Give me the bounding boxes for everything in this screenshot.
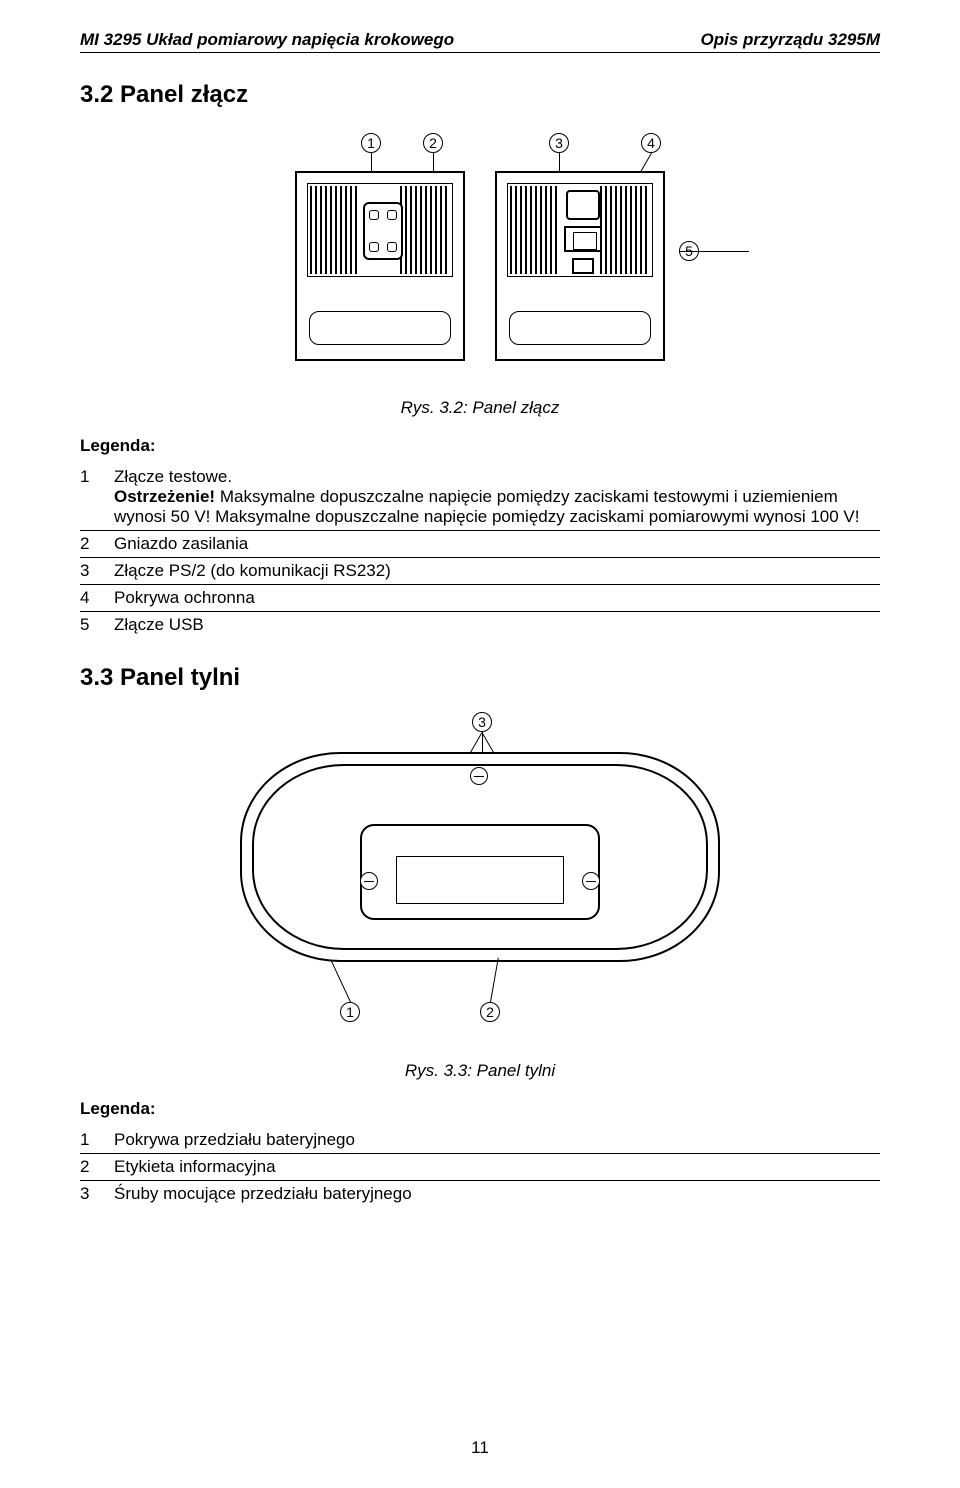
figure-3-3: 3 1 2: [80, 712, 880, 1047]
callout-3: 3: [472, 712, 492, 732]
lead-line: [331, 961, 351, 1002]
table-row: 1 Pokrywa przedziału bateryjnego: [80, 1127, 880, 1154]
pin-icon: [387, 242, 397, 252]
table-row: 3 Śruby mocujące przedziału bateryjnego: [80, 1181, 880, 1208]
legend-line: Maksymalne dopuszczalne napięcie pomiędz…: [114, 487, 860, 526]
figure-caption-3-2: Rys. 3.2: Panel złącz: [80, 398, 880, 418]
legend-text: Śruby mocujące przedziału bateryjnego: [114, 1181, 880, 1208]
heatsink-icon: [310, 186, 360, 274]
legend-warning: Ostrzeżenie!: [114, 487, 215, 506]
section-heading-3-3: 3.3 Panel tylni: [80, 664, 880, 692]
ps2-port-icon: [566, 190, 600, 220]
header-right: Opis przyrządu 3295M: [700, 30, 880, 50]
legend-num: 3: [80, 558, 114, 585]
connector-panel-diagram: 1 2 3 4 5: [265, 129, 695, 379]
table-row: 5 Złącze USB: [80, 612, 880, 639]
screw-icon: [360, 872, 378, 890]
callout-3: 3: [549, 133, 569, 153]
legend-text: Pokrywa przedziału bateryjnego: [114, 1127, 880, 1154]
legend-text: Pokrywa ochronna: [114, 585, 880, 612]
usb-port-icon: [572, 258, 594, 274]
legend-title-1: Legenda:: [80, 436, 880, 456]
legend-table-2: 1 Pokrywa przedziału bateryjnego 2 Etyki…: [80, 1127, 880, 1207]
connector-slab: [307, 183, 453, 277]
callout-4: 4: [641, 133, 661, 153]
panel-front-right: [495, 171, 665, 361]
screw-icon: [582, 872, 600, 890]
legend-text: Złącze USB: [114, 612, 880, 639]
lead-line: [490, 958, 499, 1002]
header-left: MI 3295 Układ pomiarowy napięcia krokowe…: [80, 30, 454, 50]
screw-icon: [470, 767, 488, 785]
panel-front-left: [295, 171, 465, 361]
connector-slab: [507, 183, 653, 277]
power-socket-icon: [564, 226, 602, 252]
legend-title-2: Legenda:: [80, 1099, 880, 1119]
legend-num: 2: [80, 531, 114, 558]
callout-2: 2: [423, 133, 443, 153]
figure-3-2: 1 2 3 4 5: [80, 129, 880, 384]
legend-num: 3: [80, 1181, 114, 1208]
heatsink-icon: [510, 186, 560, 274]
table-row: 4 Pokrywa ochronna: [80, 585, 880, 612]
table-row: 1 Złącze testowe. Ostrzeżenie! Maksymaln…: [80, 464, 880, 531]
legend-num: 4: [80, 585, 114, 612]
legend-text: Etykieta informacyjna: [114, 1154, 880, 1181]
page-header: MI 3295 Układ pomiarowy napięcia krokowe…: [80, 30, 880, 53]
section-heading-3-2: 3.2 Panel złącz: [80, 81, 880, 109]
table-row: 2 Etykieta informacyjna: [80, 1154, 880, 1181]
legend-table-1: 1 Złącze testowe. Ostrzeżenie! Maksymaln…: [80, 464, 880, 638]
panel-label-plate: [309, 311, 451, 345]
heatsink-icon: [400, 186, 450, 274]
figure-caption-3-3: Rys. 3.3: Panel tylni: [80, 1061, 880, 1081]
page-number: 11: [0, 1438, 960, 1458]
rear-panel-diagram: 3 1 2: [210, 712, 750, 1042]
callout-1: 1: [361, 133, 381, 153]
lead-line: [679, 251, 749, 252]
heatsink-icon: [600, 186, 650, 274]
table-row: 2 Gniazdo zasilania: [80, 531, 880, 558]
legend-num: 5: [80, 612, 114, 639]
pin-icon: [369, 242, 379, 252]
callout-2: 2: [480, 1002, 500, 1022]
legend-line: Złącze testowe.: [114, 467, 232, 486]
legend-text: Gniazdo zasilania: [114, 531, 880, 558]
table-row: 3 Złącze PS/2 (do komunikacji RS232): [80, 558, 880, 585]
info-label-plate: [396, 856, 564, 904]
callout-1: 1: [340, 1002, 360, 1022]
pin-icon: [387, 210, 397, 220]
legend-num: 1: [80, 464, 114, 531]
panel-label-plate: [509, 311, 651, 345]
legend-num: 2: [80, 1154, 114, 1181]
legend-num: 1: [80, 1127, 114, 1154]
test-connector-icon: [363, 202, 403, 260]
pin-icon: [369, 210, 379, 220]
legend-text: Złącze testowe. Ostrzeżenie! Maksymalne …: [114, 464, 880, 531]
legend-text: Złącze PS/2 (do komunikacji RS232): [114, 558, 880, 585]
